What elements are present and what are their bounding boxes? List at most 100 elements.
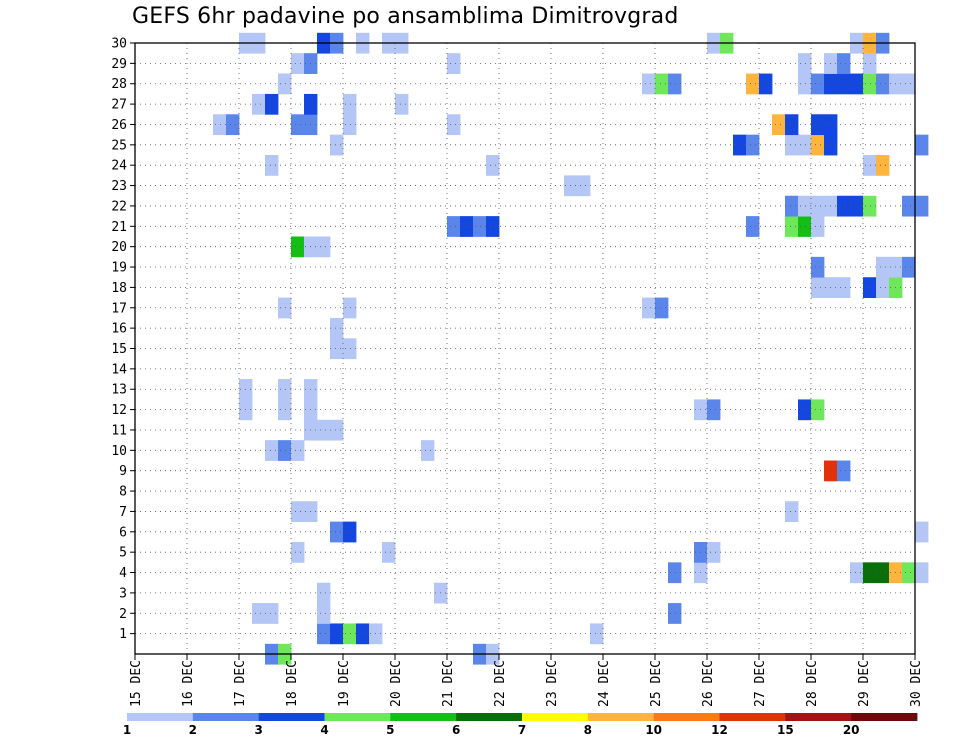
- heatmap-cell: [356, 623, 370, 645]
- legend-swatch: [456, 713, 523, 721]
- legend-swatch: [192, 713, 260, 721]
- legend-label: 12: [711, 723, 728, 737]
- heatmap-cell: [213, 114, 227, 136]
- heatmap-cell: [291, 53, 305, 74]
- y-tick-label: 5: [119, 546, 127, 561]
- heatmap-cell: [473, 216, 487, 237]
- heatmap-cell: [447, 53, 461, 74]
- x-tick-label: 30 DEC: [909, 660, 924, 707]
- heatmap-cell: [811, 399, 825, 421]
- heatmap-cell: [915, 521, 929, 543]
- y-tick-label: 2: [119, 607, 127, 622]
- heatmap-cell: [668, 562, 682, 584]
- heatmap-cell: [811, 195, 825, 217]
- heatmap-cell: [421, 440, 435, 461]
- heatmap-cell: [902, 73, 916, 95]
- heatmap-cell: [577, 175, 591, 197]
- heatmap-cell: [252, 603, 266, 624]
- x-tick-label: 23 DEC: [545, 660, 560, 707]
- legend-label: 7: [518, 723, 526, 737]
- heatmap-cell: [265, 603, 279, 624]
- heatmap-cell: [785, 216, 799, 237]
- y-tick-label: 16: [111, 322, 127, 337]
- x-tick-label: 20 DEC: [389, 660, 404, 707]
- y-tick-label: 13: [111, 383, 127, 398]
- heatmap-cell: [811, 277, 825, 298]
- axes: 1234567891011121314151617181920212223242…: [111, 37, 924, 707]
- heatmap-cell: [798, 73, 812, 95]
- heatmap-cell: [785, 134, 799, 156]
- heatmap-cell: [486, 216, 500, 237]
- heatmap-cell: [655, 73, 669, 95]
- heatmap-cell: [863, 53, 877, 74]
- y-tick-label: 14: [111, 362, 127, 377]
- heatmap-cell: [902, 562, 916, 584]
- heatmap-cell: [486, 155, 500, 176]
- heatmap-cell: [746, 216, 760, 237]
- x-tick-label: 24 DEC: [597, 660, 612, 707]
- legend-label: 2: [189, 723, 197, 737]
- y-tick-label: 11: [111, 423, 127, 438]
- x-tick-label: 15 DEC: [129, 660, 144, 707]
- heatmap-cell: [668, 603, 682, 624]
- heatmap-cell: [837, 195, 851, 217]
- y-tick-label: 7: [119, 505, 127, 520]
- heatmap-cell: [863, 73, 877, 95]
- heatmap-cell: [343, 338, 357, 360]
- heatmap-cell: [837, 460, 851, 482]
- y-tick-label: 19: [111, 261, 127, 276]
- heatmap-cell: [278, 379, 292, 400]
- heatmap-cell: [850, 195, 864, 217]
- heatmap-cell: [278, 73, 292, 95]
- x-tick-label: 29 DEC: [857, 660, 872, 707]
- y-tick-label: 21: [111, 220, 127, 235]
- heatmap-cell: [902, 256, 916, 278]
- heatmap-cell: [798, 195, 812, 217]
- heatmap-cell: [811, 256, 825, 278]
- heatmap-cell: [733, 134, 747, 156]
- heatmap-cell: [317, 236, 331, 258]
- heatmap-cell: [811, 73, 825, 95]
- y-tick-label: 15: [111, 342, 127, 357]
- heatmap-cell: [265, 155, 279, 176]
- heatmap-cell: [291, 236, 305, 258]
- heatmap-cell: [811, 134, 825, 156]
- heatmap-cell: [850, 73, 864, 95]
- heatmap-cell: [317, 603, 331, 624]
- heatmap-cell: [317, 582, 331, 604]
- heatmap-cell: [642, 297, 656, 319]
- heatmap-cell: [876, 155, 890, 176]
- y-tick-label: 27: [111, 98, 127, 113]
- heatmap-cell: [915, 195, 929, 217]
- y-tick-label: 9: [119, 464, 127, 479]
- heatmap-cell: [863, 155, 877, 176]
- heatmap-cell: [863, 277, 877, 298]
- heatmap-cell: [642, 73, 656, 95]
- y-tick-label: 12: [111, 403, 127, 418]
- heatmap-cell: [278, 399, 292, 421]
- y-tick-label: 23: [111, 179, 127, 194]
- heatmap-cell: [590, 623, 604, 645]
- y-tick-label: 10: [111, 444, 127, 459]
- heatmap-cell: [343, 114, 357, 136]
- heatmap-cell: [798, 216, 812, 237]
- y-tick-label: 28: [111, 77, 127, 92]
- heatmap-cell: [746, 73, 760, 95]
- heatmap-cell: [278, 297, 292, 319]
- legend-swatch: [522, 713, 589, 721]
- heatmap-cell: [746, 134, 760, 156]
- y-tick-label: 8: [119, 485, 127, 500]
- legend-swatch: [324, 713, 391, 721]
- x-tick-label: 16 DEC: [181, 660, 196, 707]
- y-tick-label: 6: [119, 525, 127, 540]
- heatmap-cell: [330, 317, 344, 339]
- y-tick-label: 4: [119, 566, 127, 581]
- x-tick-label: 28 DEC: [805, 660, 820, 707]
- legend-swatch: [719, 713, 786, 721]
- heatmap-cell: [330, 623, 344, 645]
- heatmap-cell: [863, 195, 877, 217]
- x-tick-label: 21 DEC: [441, 660, 456, 707]
- legend-swatch: [785, 713, 852, 721]
- y-tick-label: 18: [111, 281, 127, 296]
